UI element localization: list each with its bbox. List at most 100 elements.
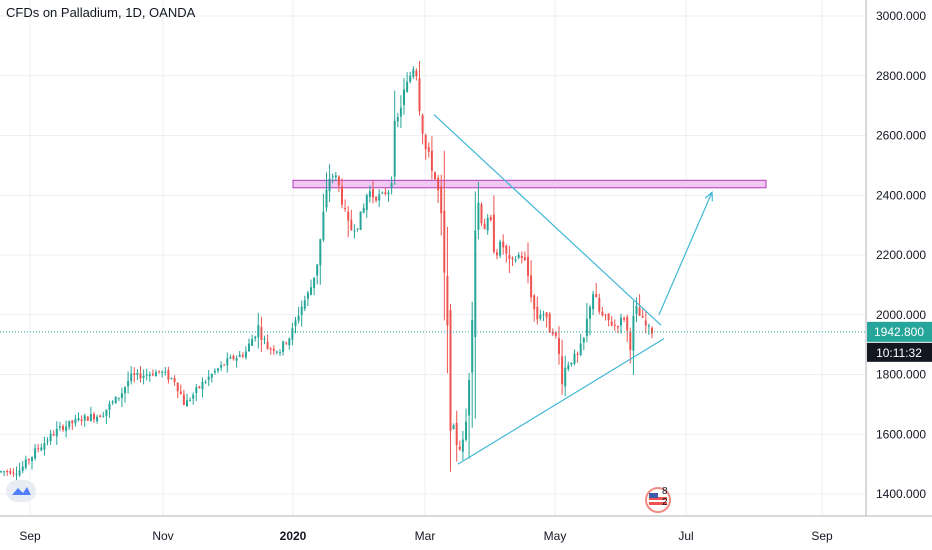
candle-body bbox=[437, 177, 440, 191]
candle-body bbox=[626, 316, 629, 331]
candle-body bbox=[545, 312, 548, 318]
candle-body bbox=[46, 440, 49, 442]
chart-title: CFDs on Palladium, 1D, OANDA bbox=[6, 5, 196, 20]
candle-body bbox=[232, 355, 235, 360]
candle-body bbox=[96, 416, 99, 422]
candle-body bbox=[511, 258, 514, 260]
candle-body bbox=[297, 315, 300, 321]
candle-body bbox=[127, 380, 130, 387]
flag-badge-icon[interactable]: 8 2 bbox=[644, 486, 672, 514]
candle-body bbox=[65, 426, 68, 431]
candle-body bbox=[483, 223, 486, 230]
candle-body bbox=[257, 325, 260, 338]
upper-trendline[interactable] bbox=[433, 114, 662, 326]
candle-body bbox=[238, 354, 241, 357]
candle-body bbox=[492, 214, 495, 253]
y-tick-label: 2400.000 bbox=[876, 188, 926, 202]
current-price-label: 1942.800 bbox=[874, 325, 924, 339]
candle-body bbox=[350, 219, 353, 230]
candle-body bbox=[638, 307, 641, 316]
candle-body bbox=[542, 313, 545, 315]
candle-body bbox=[235, 357, 238, 361]
candle-body bbox=[89, 414, 92, 421]
candle-body bbox=[480, 204, 483, 224]
candle-body bbox=[452, 425, 455, 430]
badge-label: 8 2 bbox=[662, 486, 668, 508]
candle-body bbox=[372, 189, 374, 198]
candle-body bbox=[21, 466, 24, 471]
candle-body bbox=[27, 459, 30, 461]
candle-body bbox=[613, 324, 616, 326]
x-tick-label: Nov bbox=[152, 529, 173, 543]
candle-body bbox=[223, 364, 226, 366]
candle-body bbox=[99, 415, 102, 418]
candle-body bbox=[12, 472, 15, 474]
candle-body bbox=[334, 175, 337, 178]
lower-trendline[interactable] bbox=[457, 338, 665, 465]
candle-body bbox=[502, 241, 505, 248]
candle-body bbox=[579, 343, 582, 356]
candle-body bbox=[623, 317, 626, 320]
candle-body bbox=[489, 217, 492, 221]
candle-body bbox=[192, 394, 195, 399]
candle-body bbox=[31, 457, 33, 462]
candle-body bbox=[558, 338, 560, 354]
candle-body bbox=[390, 183, 393, 188]
x-tick-label: 2020 bbox=[280, 529, 307, 543]
candle-body bbox=[601, 311, 604, 316]
candle-body bbox=[551, 331, 554, 335]
candle-body bbox=[201, 382, 204, 390]
candle-body bbox=[616, 326, 619, 328]
candle-body bbox=[254, 336, 257, 339]
candle-body bbox=[477, 202, 480, 230]
candle-body bbox=[378, 194, 381, 201]
candle-body bbox=[120, 393, 123, 398]
candle-body bbox=[418, 78, 421, 112]
candle-body bbox=[496, 252, 498, 256]
candle-body bbox=[424, 135, 427, 150]
candle-body bbox=[499, 241, 502, 256]
candle-body bbox=[179, 391, 182, 394]
candle-body bbox=[461, 439, 464, 452]
candle-body bbox=[598, 298, 601, 312]
candle-body bbox=[176, 382, 179, 392]
candle-body bbox=[316, 264, 319, 276]
candle-body bbox=[421, 115, 424, 134]
candle-body bbox=[204, 381, 207, 383]
candle-body bbox=[427, 147, 430, 152]
candle-body bbox=[142, 375, 145, 378]
candle-body bbox=[37, 448, 40, 450]
candle-body bbox=[282, 341, 285, 352]
candle-body bbox=[582, 337, 585, 343]
candle-body bbox=[585, 318, 588, 337]
candle-body bbox=[130, 373, 133, 382]
candle-body bbox=[434, 172, 436, 180]
resistance-zone[interactable] bbox=[292, 179, 767, 189]
candle-body bbox=[189, 399, 192, 401]
candle-body bbox=[635, 305, 638, 315]
projection-arrow-head[interactable] bbox=[704, 190, 713, 202]
y-tick-label: 1600.000 bbox=[876, 427, 926, 441]
candle-body bbox=[440, 186, 443, 214]
candle-body bbox=[647, 325, 650, 327]
candle-body bbox=[443, 210, 446, 273]
candle-body bbox=[322, 211, 325, 240]
candle-body bbox=[387, 192, 390, 195]
candle-body bbox=[570, 362, 573, 365]
candle-body bbox=[68, 420, 71, 428]
candle-body bbox=[86, 416, 89, 421]
candle-body bbox=[288, 338, 291, 346]
candle-body bbox=[651, 327, 653, 334]
candle-body bbox=[263, 338, 266, 340]
candle-body bbox=[331, 176, 334, 178]
candle-body bbox=[102, 415, 105, 417]
candle-body bbox=[362, 208, 365, 213]
candle-body bbox=[520, 256, 523, 259]
candle-body bbox=[303, 300, 306, 309]
candle-body bbox=[465, 421, 467, 440]
candle-body bbox=[412, 69, 415, 77]
candle-body bbox=[539, 314, 542, 319]
candle-body bbox=[415, 70, 418, 77]
projection-arrow[interactable] bbox=[658, 192, 713, 315]
